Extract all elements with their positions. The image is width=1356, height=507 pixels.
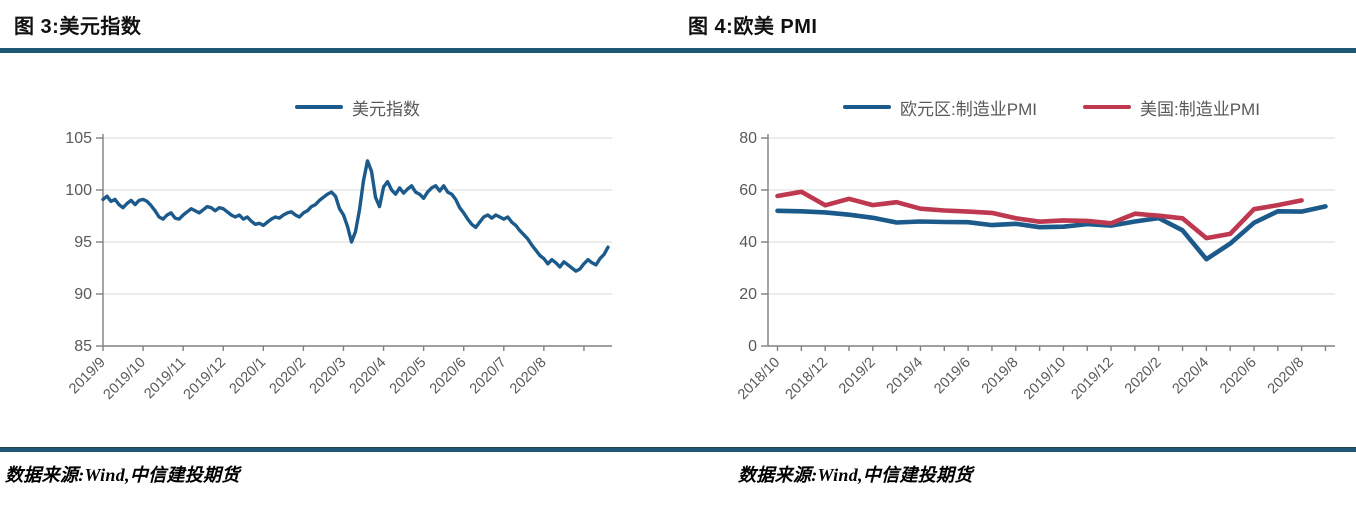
svg-text:2019/10: 2019/10 — [101, 355, 149, 403]
svg-text:60: 60 — [739, 182, 757, 199]
figure3-source: 数据来源:Wind,中信建投期货 — [5, 465, 240, 485]
pmi-legend: 欧元区:制造业PMI 美国:制造业PMI — [768, 95, 1335, 119]
legend-line-swatch — [843, 105, 892, 109]
svg-text:2020/6: 2020/6 — [427, 355, 470, 398]
svg-text:2020/8: 2020/8 — [507, 355, 550, 398]
svg-text:2020/8: 2020/8 — [1265, 355, 1308, 398]
svg-text:0: 0 — [748, 338, 757, 355]
pmi-panel: 欧元区:制造业PMI 美国:制造业PMI 0 20 40 60 80 2018/10 2018… — [678, 53, 1356, 423]
svg-text:40: 40 — [739, 234, 757, 251]
svg-text:2019/6: 2019/6 — [931, 355, 974, 398]
svg-text:20: 20 — [739, 286, 757, 303]
legend-label: 欧元区:制造业PMI — [900, 99, 1037, 119]
legend-label: 美国:制造业PMI — [1140, 99, 1260, 119]
legend-line-swatch — [1083, 105, 1131, 109]
svg-text:2020/2: 2020/2 — [267, 355, 310, 398]
svg-text:2020/3: 2020/3 — [307, 355, 350, 398]
dollar-index-chart: 8590951001052019/92019/102019/112019/122… — [65, 130, 612, 403]
legend-item: 美元指数 — [295, 95, 420, 120]
legend-item: 欧元区:制造业PMI — [843, 95, 1037, 120]
svg-text:2019/10: 2019/10 — [1021, 355, 1069, 403]
svg-text:2020/6: 2020/6 — [1217, 355, 1260, 398]
dollar-index-legend: 美元指数 — [103, 95, 612, 119]
figure4-title: 图 4:欧美 PMI — [688, 16, 818, 38]
bottom-divider — [0, 447, 1356, 452]
svg-text:2018/12: 2018/12 — [783, 355, 831, 403]
svg-text:100: 100 — [65, 182, 92, 199]
charts-row: 美元指数 85 90 95 100 105 2019/9 2019/10 2019/11 201… — [0, 53, 1356, 423]
svg-text:85: 85 — [74, 338, 92, 355]
svg-text:2019/2: 2019/2 — [836, 355, 879, 398]
svg-text:2019/8: 2019/8 — [979, 355, 1022, 398]
svg-text:2019/12: 2019/12 — [1069, 355, 1117, 403]
dollar-index-panel: 美元指数 85 90 95 100 105 2019/9 2019/10 2019/11 201… — [0, 53, 678, 423]
svg-text:2018/10: 2018/10 — [735, 355, 783, 403]
figure4-source: 数据来源:Wind,中信建投期货 — [738, 465, 973, 485]
figure3-title: 图 3:美元指数 — [14, 16, 142, 38]
svg-text:90: 90 — [74, 286, 92, 303]
top-divider — [0, 48, 1356, 53]
svg-text:2020/4: 2020/4 — [347, 355, 390, 398]
svg-text:2019/4: 2019/4 — [884, 355, 927, 398]
svg-text:2020/4: 2020/4 — [1170, 355, 1213, 398]
svg-text:2019/11: 2019/11 — [141, 355, 189, 403]
legend-line-swatch — [295, 105, 343, 109]
svg-text:105: 105 — [65, 130, 92, 147]
svg-text:2020/5: 2020/5 — [387, 355, 430, 398]
svg-text:2020/1: 2020/1 — [226, 355, 269, 398]
svg-text:2019/12: 2019/12 — [181, 355, 229, 403]
legend-label: 美元指数 — [352, 99, 420, 119]
svg-text:2020/2: 2020/2 — [1122, 355, 1165, 398]
svg-text:95: 95 — [74, 234, 92, 251]
titles-row: 图 3:美元指数 图 4:欧美 PMI — [0, 0, 1356, 48]
legend-item: 美国:制造业PMI — [1083, 95, 1260, 120]
svg-text:2020/7: 2020/7 — [467, 355, 510, 398]
sources-row: 数据来源:Wind,中信建投期货 数据来源:Wind,中信建投期货 — [0, 452, 1356, 487]
svg-text:80: 80 — [739, 130, 757, 147]
